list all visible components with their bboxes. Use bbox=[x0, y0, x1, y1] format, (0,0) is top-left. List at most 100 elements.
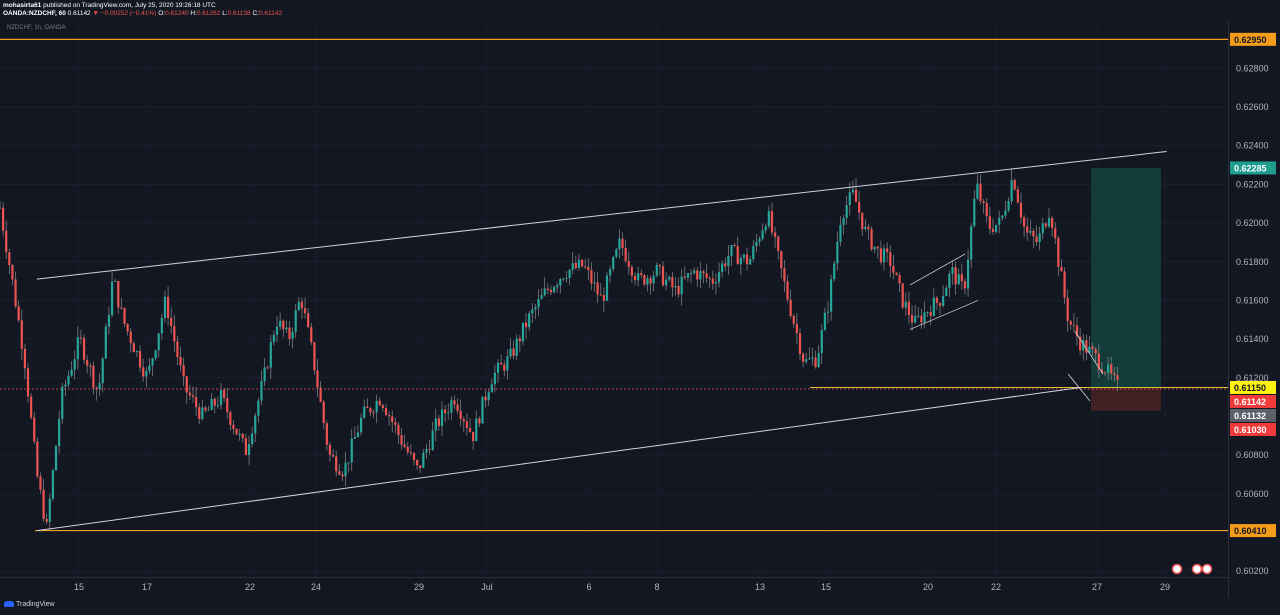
candle-body bbox=[138, 351, 142, 368]
idea-marker-icon[interactable] bbox=[1191, 563, 1203, 575]
candle-body bbox=[633, 275, 637, 281]
candle-body bbox=[973, 198, 976, 227]
flag-lower-line[interactable] bbox=[909, 300, 979, 330]
candle-body bbox=[951, 267, 954, 274]
candle-body bbox=[465, 421, 469, 429]
candle-body bbox=[543, 288, 546, 296]
candle-body bbox=[1057, 238, 1060, 267]
candle-body bbox=[353, 437, 356, 439]
price-label-support[interactable] bbox=[1230, 524, 1276, 538]
candle-body bbox=[129, 331, 132, 344]
idea-marker-icon[interactable] bbox=[1201, 563, 1213, 575]
target-zone[interactable] bbox=[1091, 167, 1161, 388]
price-label-last[interactable] bbox=[1230, 394, 1276, 408]
candle-body bbox=[926, 312, 929, 314]
x-tick-label: 8 bbox=[654, 582, 659, 592]
candle-body bbox=[571, 263, 574, 270]
candle-body bbox=[1069, 321, 1072, 325]
candles[interactable] bbox=[0, 168, 1119, 531]
price-label-target[interactable] bbox=[1230, 161, 1276, 175]
candle-body bbox=[680, 276, 683, 295]
candle-body bbox=[820, 330, 823, 354]
candle-body bbox=[272, 334, 276, 342]
candle-body bbox=[830, 279, 833, 312]
candle-body bbox=[960, 274, 963, 282]
candle-body bbox=[985, 202, 988, 217]
candle-body bbox=[745, 254, 749, 265]
candle-body bbox=[459, 411, 462, 420]
channel-lower-line[interactable] bbox=[36, 386, 1081, 532]
stop-zone[interactable] bbox=[1091, 387, 1161, 411]
candle-body bbox=[851, 189, 854, 193]
candle-body bbox=[369, 408, 372, 413]
candle-body bbox=[689, 272, 693, 274]
candle-body bbox=[397, 424, 400, 436]
candle-body bbox=[826, 311, 830, 313]
candle-body bbox=[201, 407, 204, 419]
candle-body bbox=[120, 307, 123, 309]
candle-body bbox=[64, 384, 67, 387]
candle-body bbox=[437, 418, 440, 427]
candle-body bbox=[478, 418, 481, 424]
candle-body bbox=[1063, 271, 1066, 298]
candle-body bbox=[254, 415, 257, 434]
wedge-upper-line[interactable] bbox=[1074, 331, 1104, 375]
channel-upper-line[interactable] bbox=[36, 151, 1167, 280]
candle-body bbox=[836, 241, 839, 264]
candle-body bbox=[316, 370, 319, 388]
candle-body bbox=[559, 279, 562, 286]
candle-body bbox=[110, 281, 114, 315]
flag-upper-line[interactable] bbox=[909, 253, 966, 286]
price-label-support[interactable] bbox=[1230, 32, 1276, 46]
candle-body bbox=[910, 315, 914, 323]
candle-body bbox=[216, 405, 219, 407]
candle-body bbox=[749, 259, 752, 265]
open-value: 0.61240 bbox=[165, 10, 189, 17]
candle-body bbox=[671, 276, 674, 288]
candle-body bbox=[0, 207, 2, 209]
tradingview-logo[interactable]: TradingView bbox=[4, 601, 55, 608]
candle-body bbox=[537, 298, 540, 308]
y-tick-label: 0.60600 bbox=[1236, 489, 1269, 499]
x-tick-label: 20 bbox=[923, 582, 933, 592]
candle-body bbox=[1079, 336, 1082, 351]
price-label-stop[interactable] bbox=[1230, 422, 1276, 436]
price-label-gray[interactable] bbox=[1230, 408, 1276, 422]
candle-body bbox=[988, 216, 991, 229]
candle-body bbox=[742, 254, 746, 258]
candle-body bbox=[23, 348, 27, 369]
candle-body bbox=[923, 312, 926, 323]
candle-body bbox=[966, 259, 970, 289]
price-label-entry[interactable] bbox=[1230, 380, 1276, 394]
candle-body bbox=[303, 308, 307, 314]
candle-body bbox=[132, 343, 135, 353]
candle-body bbox=[565, 277, 568, 279]
brand-name: TradingView bbox=[16, 601, 55, 608]
candle-body bbox=[982, 201, 985, 203]
x-tick-label: Jul bbox=[481, 582, 493, 592]
candle-body bbox=[468, 428, 472, 432]
idea-marker-icon[interactable] bbox=[1171, 563, 1183, 575]
candle-body bbox=[714, 282, 718, 284]
author-name[interactable]: mohasirta61 bbox=[3, 2, 42, 9]
wedge-lower-line[interactable] bbox=[1067, 373, 1091, 402]
candle-body bbox=[1044, 223, 1047, 227]
candle-body bbox=[195, 396, 198, 408]
candle-body bbox=[914, 316, 917, 323]
candle-body bbox=[30, 396, 33, 418]
candle-body bbox=[577, 259, 581, 268]
candle-body bbox=[562, 278, 565, 280]
candle-body bbox=[266, 367, 269, 369]
candle-body bbox=[384, 407, 388, 416]
candle-body bbox=[917, 315, 920, 317]
candle-body bbox=[777, 236, 780, 252]
candle-body bbox=[976, 183, 979, 199]
candle-body bbox=[198, 407, 201, 419]
candle-body bbox=[658, 265, 662, 267]
candle-body bbox=[699, 271, 702, 280]
candle-body bbox=[932, 297, 935, 316]
candle-body bbox=[107, 314, 111, 327]
candle-body bbox=[182, 365, 185, 377]
candle-body bbox=[979, 183, 982, 202]
